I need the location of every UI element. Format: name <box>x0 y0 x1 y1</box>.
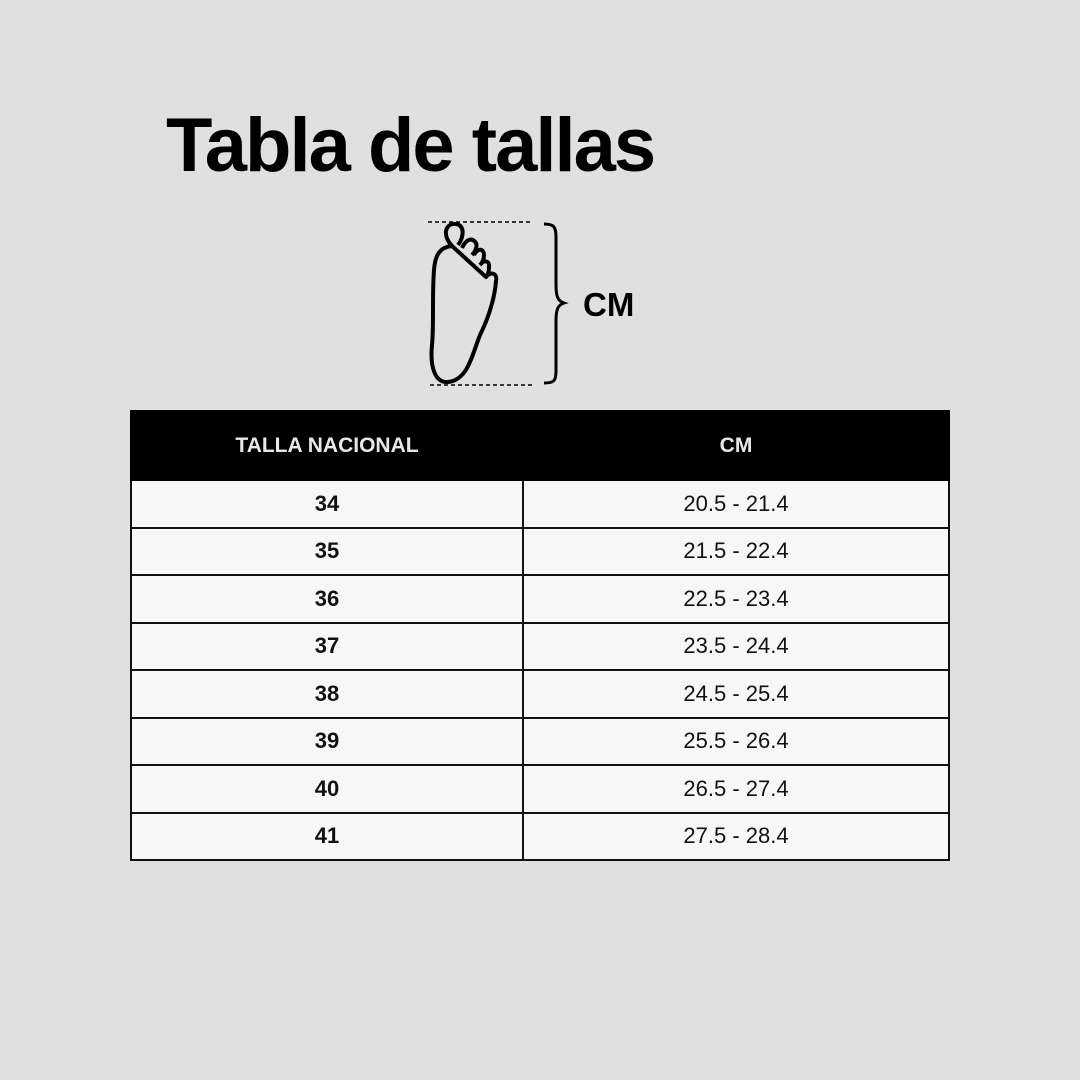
header-talla-nacional: TALLA NACIONAL <box>130 410 524 481</box>
table-row: 36 22.5 - 23.4 <box>130 574 950 624</box>
cm-cell: 22.5 - 23.4 <box>522 574 950 624</box>
table-row: 38 24.5 - 25.4 <box>130 669 950 719</box>
cm-cell: 21.5 - 22.4 <box>522 526 950 576</box>
table-row: 41 27.5 - 28.4 <box>130 811 950 861</box>
size-cell: 38 <box>130 669 524 719</box>
cm-cell: 23.5 - 24.4 <box>522 621 950 671</box>
cm-cell: 20.5 - 21.4 <box>522 479 950 529</box>
table-row: 37 23.5 - 24.4 <box>130 621 950 671</box>
size-cell: 35 <box>130 526 524 576</box>
cm-cell: 24.5 - 25.4 <box>522 669 950 719</box>
foot-icon <box>428 221 569 386</box>
page-title: Tabla de tallas <box>166 103 656 188</box>
table-row: 40 26.5 - 27.4 <box>130 764 950 814</box>
size-cell: 37 <box>130 621 524 671</box>
table-row: 35 21.5 - 22.4 <box>130 526 950 576</box>
size-cell: 41 <box>130 811 524 861</box>
size-cell: 39 <box>130 716 524 766</box>
table-header-row: TALLA NACIONAL CM <box>130 410 950 481</box>
cm-cell: 26.5 - 27.4 <box>522 764 950 814</box>
header-cm: CM <box>522 410 950 481</box>
measurement-label: CM <box>583 286 635 323</box>
size-cell: 36 <box>130 574 524 624</box>
size-table: TALLA NACIONAL CM 34 20.5 - 21.4 35 21.5 - … <box>130 410 950 861</box>
size-cell: 40 <box>130 764 524 814</box>
cm-cell: 25.5 - 26.4 <box>522 716 950 766</box>
table-row: 39 25.5 - 26.4 <box>130 716 950 766</box>
table-row: 34 20.5 - 21.4 <box>130 479 950 529</box>
size-cell: 34 <box>130 479 524 529</box>
cm-cell: 27.5 - 28.4 <box>522 811 950 861</box>
